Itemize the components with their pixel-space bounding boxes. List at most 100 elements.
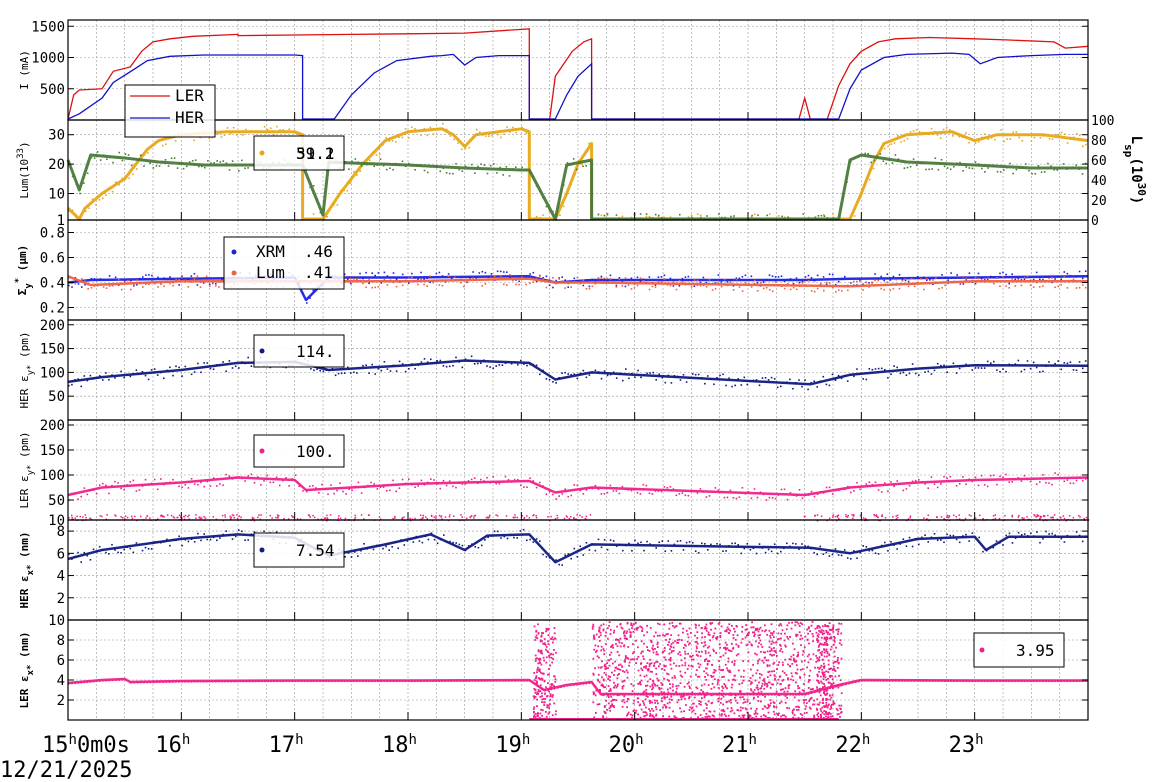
data-point	[786, 283, 789, 285]
data-point	[646, 684, 649, 687]
data-point	[1011, 364, 1013, 367]
data-point	[680, 710, 683, 713]
data-point	[1014, 363, 1017, 365]
data-point	[324, 517, 327, 519]
data-point	[555, 382, 557, 384]
data-point	[535, 629, 538, 632]
data-point	[543, 692, 546, 695]
data-point	[762, 679, 765, 682]
data-point	[660, 216, 663, 219]
data-point	[425, 516, 427, 518]
data-point	[144, 478, 147, 481]
data-point	[400, 539, 402, 541]
data-point	[797, 705, 799, 708]
data-point	[815, 655, 818, 657]
data-point	[760, 673, 763, 676]
data-point	[825, 648, 828, 651]
data-point	[642, 278, 645, 281]
data-point	[646, 646, 648, 648]
data-point	[68, 284, 70, 287]
data-point	[816, 520, 819, 522]
data-point	[411, 518, 414, 521]
data-point	[742, 679, 745, 682]
data-point	[830, 637, 833, 640]
data-point	[839, 707, 842, 710]
data-point	[907, 518, 910, 520]
data-point	[1057, 133, 1060, 136]
data-point	[1060, 477, 1062, 479]
data-point	[712, 671, 715, 674]
data-point	[743, 376, 746, 379]
data-point	[681, 492, 684, 494]
data-point	[68, 553, 70, 555]
data-point	[198, 516, 200, 519]
data-point	[147, 483, 150, 486]
data-point	[707, 633, 710, 636]
data-point	[609, 704, 612, 707]
data-point	[1005, 285, 1007, 287]
data-point	[184, 514, 187, 517]
data-point	[386, 275, 389, 277]
data-point	[834, 283, 837, 286]
data-point	[1028, 169, 1030, 172]
data-point	[686, 633, 689, 636]
data-point	[147, 378, 150, 381]
data-point	[200, 481, 202, 484]
data-point	[419, 514, 422, 516]
data-point	[539, 190, 541, 192]
data-point	[1027, 535, 1029, 537]
data-point	[671, 621, 674, 624]
data-point	[977, 367, 980, 369]
data-point	[411, 126, 413, 129]
data-point	[453, 680, 456, 682]
data-point	[795, 705, 798, 708]
data-point	[620, 626, 623, 629]
data-point	[658, 373, 660, 375]
data-point	[983, 279, 986, 281]
data-point	[1009, 162, 1011, 165]
data-point	[639, 703, 642, 706]
data-point	[715, 637, 717, 639]
data-point	[187, 516, 189, 518]
data-point	[365, 286, 367, 289]
data-point	[812, 703, 814, 706]
data-point	[702, 645, 705, 648]
data-point	[900, 141, 902, 143]
data-point	[813, 551, 815, 554]
data-point	[141, 485, 144, 487]
data-point	[455, 486, 457, 489]
data-point	[141, 371, 144, 373]
data-point	[445, 172, 448, 174]
data-point	[718, 692, 721, 695]
data-point	[181, 276, 183, 279]
data-point	[542, 214, 544, 216]
data-point	[502, 680, 504, 682]
data-point	[408, 162, 410, 165]
data-point	[626, 698, 629, 700]
data-point	[133, 681, 136, 684]
data-point	[753, 689, 756, 691]
data-point	[592, 625, 595, 628]
data-point	[485, 135, 487, 137]
data-point	[600, 624, 603, 627]
data-point	[537, 689, 540, 691]
data-point	[161, 144, 164, 147]
data-point	[426, 518, 428, 520]
data-point	[877, 279, 879, 282]
data-point	[680, 694, 683, 697]
data-point	[674, 677, 676, 679]
data-point	[704, 650, 707, 652]
data-point	[607, 696, 610, 699]
data-point	[435, 517, 437, 519]
data-point	[357, 555, 359, 557]
data-point	[592, 693, 595, 696]
data-point	[702, 491, 705, 493]
data-point	[803, 701, 805, 704]
data-point	[108, 553, 110, 555]
data-point	[579, 489, 582, 492]
data-point	[824, 693, 826, 696]
data-point	[344, 556, 346, 558]
data-point	[495, 680, 498, 682]
data-point	[130, 682, 132, 684]
data-point	[710, 674, 712, 677]
